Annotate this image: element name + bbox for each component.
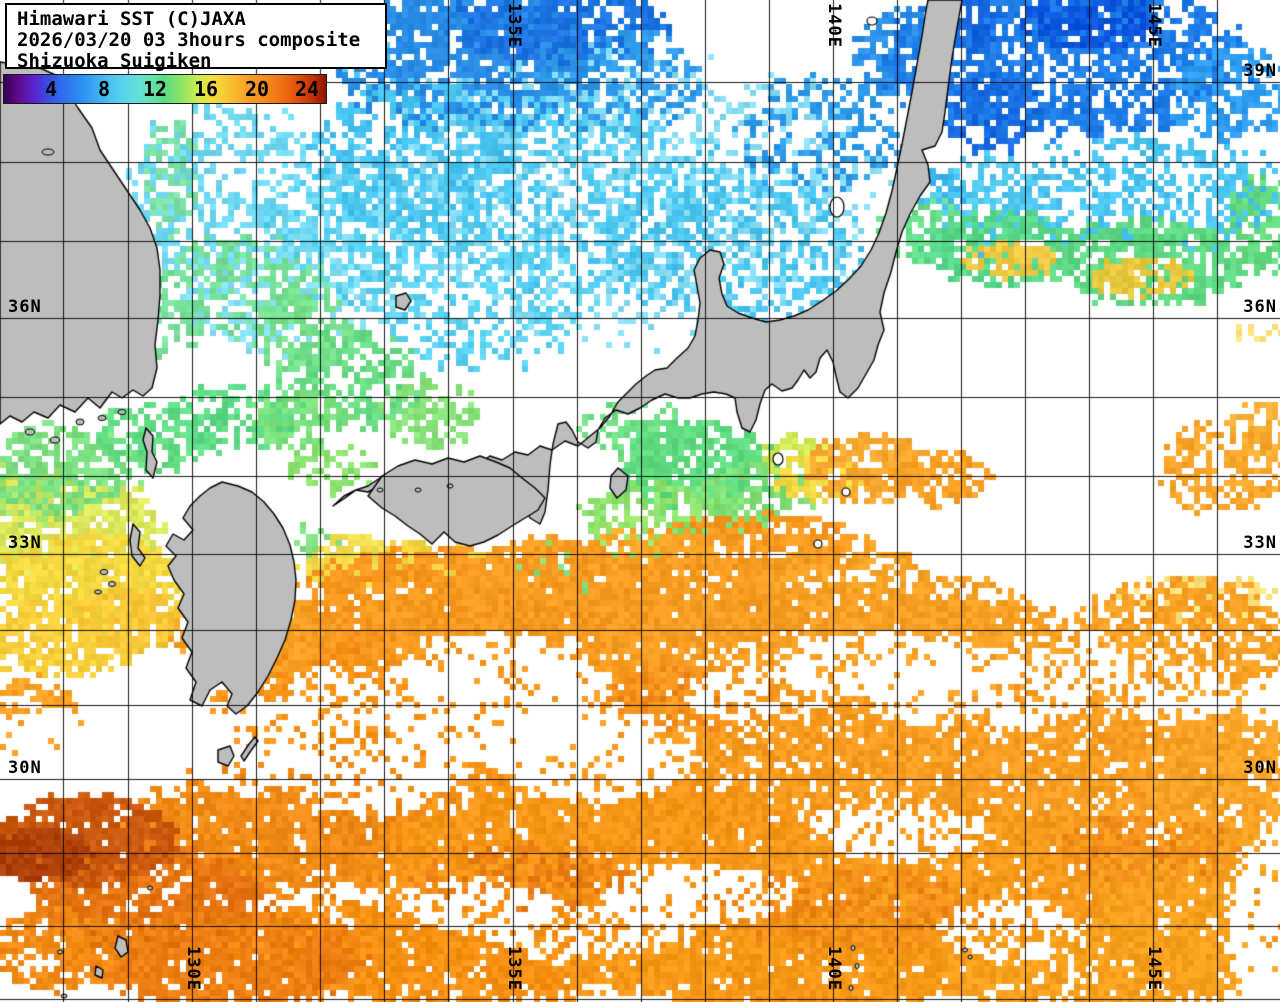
lon-label-top-140E: 140E <box>824 3 844 48</box>
lat-label-left-36N: 36N <box>8 297 42 317</box>
map-title: Himawari SST (C)JAXA <box>17 8 246 30</box>
lat-label-left-30N: 30N <box>8 758 42 778</box>
lon-label-bottom-130E: 130E <box>183 946 203 991</box>
map-credit: Shizuoka Suigiken <box>17 50 212 72</box>
colorbar-tick-4: 4 <box>44 77 58 101</box>
colorbar-tick-16: 16 <box>193 77 219 101</box>
lon-label-bottom-135E: 135E <box>504 946 524 991</box>
lon-label-bottom-145E: 145E <box>1144 946 1164 991</box>
lon-label-top-135E: 135E <box>504 3 524 48</box>
lat-label-right-30N: 30N <box>1243 758 1277 778</box>
colorbar-tick-12: 12 <box>142 77 168 101</box>
lon-label-bottom-140E: 140E <box>824 946 844 991</box>
colorbar-tick-20: 20 <box>244 77 270 101</box>
lon-label-top-145E: 145E <box>1144 3 1164 48</box>
lat-label-left-33N: 33N <box>8 533 42 553</box>
map-datetime: 2026/03/20 03 3hours composite <box>17 29 361 51</box>
map-title-box: Himawari SST (C)JAXA 2026/03/20 03 3hour… <box>5 3 387 72</box>
colorbar-tick-8: 8 <box>97 77 111 101</box>
lat-label-right-33N: 33N <box>1243 533 1277 553</box>
lat-label-right-39N: 39N <box>1243 61 1277 81</box>
colorbar-tick-24: 24 <box>294 77 320 101</box>
temperature-colorbar: 4 8 12 16 20 24 <box>3 74 327 104</box>
lat-label-right-36N: 36N <box>1243 297 1277 317</box>
